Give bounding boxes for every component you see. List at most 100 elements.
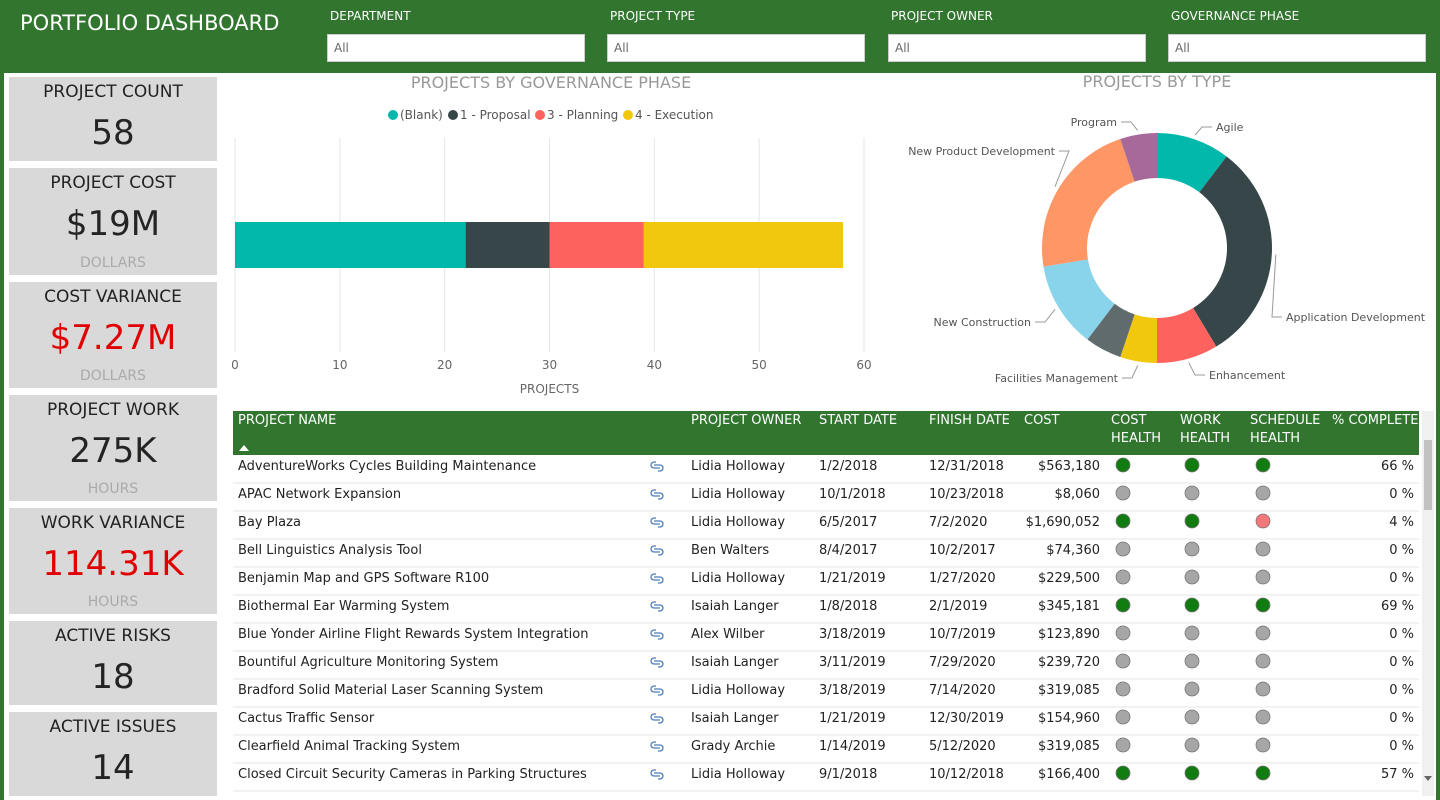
column-header[interactable]: COST HEALTH [1111, 412, 1166, 448]
project-name: Bell Linguistics Analysis Tool [238, 539, 422, 567]
health-indicator [1256, 710, 1270, 724]
percent-complete: 69 % [1330, 595, 1414, 623]
kpi-label: PROJECT COST [9, 173, 217, 193]
scrollbar-thumb[interactable] [1424, 440, 1432, 510]
column-header[interactable]: WORK HEALTH [1180, 412, 1235, 448]
column-header[interactable]: PROJECT OWNER [691, 412, 811, 430]
filter-dropdown[interactable] [888, 34, 1146, 62]
start-date: 6/5/2017 [819, 511, 877, 539]
column-header[interactable]: PROJECT NAME [238, 412, 438, 430]
slice-label: Application Development [1286, 311, 1426, 324]
project-name: Bay Plaza [238, 511, 301, 539]
project-owner: Grady Archie [691, 735, 775, 763]
cost: $74,360 [1000, 539, 1100, 567]
health-indicator [1185, 542, 1199, 556]
x-tick-label: 20 [437, 358, 452, 372]
donut-slice [1042, 139, 1135, 267]
project-name: Closed Circuit Security Cameras in Parki… [238, 763, 587, 791]
start-date: 1/21/2019 [819, 567, 886, 595]
filter-dropdown[interactable] [327, 34, 585, 62]
start-date: 1/21/2019 [819, 707, 886, 735]
filter-dropdown[interactable] [1168, 34, 1426, 62]
right-edge [1436, 69, 1440, 800]
cost: $319,085 [1000, 735, 1100, 763]
health-indicator [1256, 542, 1270, 556]
column-header[interactable]: SCHEDULE HEALTH [1250, 412, 1328, 448]
kpi-unit: HOURS [9, 481, 217, 497]
link-icon[interactable] [651, 630, 663, 639]
percent-complete: 0 % [1330, 539, 1414, 567]
health-indicator [1185, 682, 1199, 696]
project-name: Benjamin Map and GPS Software R100 [238, 567, 489, 595]
health-indicator [1256, 514, 1270, 528]
health-indicator [1116, 710, 1130, 724]
column-header[interactable]: COST [1024, 412, 1104, 430]
percent-complete: 0 % [1330, 623, 1414, 651]
link-icon[interactable] [651, 602, 663, 611]
link-icon[interactable] [651, 770, 663, 779]
kpi-value: 114.31K [9, 544, 217, 584]
project-owner: Alex Wilber [691, 623, 765, 651]
start-date: 3/11/2019 [819, 651, 886, 679]
health-indicator [1256, 766, 1270, 780]
chart-title: PROJECTS BY TYPE [1000, 72, 1314, 91]
column-header[interactable]: FINISH DATE [929, 412, 1019, 430]
bar-segment [235, 222, 466, 268]
start-date: 3/18/2019 [819, 623, 886, 651]
legend-swatch [388, 110, 398, 120]
legend-swatch [448, 110, 458, 120]
x-tick-label: 40 [647, 358, 662, 372]
slice-label: New Product Development [908, 145, 1055, 158]
health-indicator [1185, 486, 1199, 500]
link-icon[interactable] [651, 658, 663, 667]
project-owner: Lidia Holloway [691, 511, 785, 539]
health-indicator [1185, 710, 1199, 724]
kpi-value: 18 [9, 657, 217, 697]
legend-label: 1 - Proposal [460, 108, 531, 122]
cost: $345,181 [1000, 595, 1100, 623]
start-date: 10/1/2018 [819, 483, 886, 511]
kpi-unit: HOURS [9, 594, 217, 610]
slice-label: New Construction [933, 316, 1031, 329]
filter-label: PROJECT OWNER [891, 9, 993, 23]
health-indicator [1116, 486, 1130, 500]
project-name: Biothermal Ear Warming System [238, 595, 449, 623]
health-indicator [1256, 626, 1270, 640]
link-icon[interactable] [651, 462, 663, 471]
health-indicator [1116, 654, 1130, 668]
kpi-label: PROJECT WORK [9, 400, 217, 420]
cost: $166,400 [1000, 763, 1100, 791]
filter-value: All [895, 41, 910, 55]
percent-complete: 66 % [1330, 455, 1414, 483]
slice-label: Enhancement [1209, 369, 1286, 382]
legend-label: 4 - Execution [635, 108, 713, 122]
leader-line [1122, 365, 1138, 378]
start-date: 1/2/2018 [819, 455, 877, 483]
link-icon[interactable] [651, 714, 663, 723]
link-icon[interactable] [651, 490, 663, 499]
column-header[interactable]: START DATE [819, 412, 919, 430]
link-icon[interactable] [651, 742, 663, 751]
x-tick-label: 60 [856, 358, 871, 372]
link-icon[interactable] [651, 686, 663, 695]
health-indicator [1256, 654, 1270, 668]
finish-date: 12/31/2018 [929, 455, 1004, 483]
health-indicator [1185, 514, 1199, 528]
link-icon[interactable] [651, 546, 663, 555]
x-tick-label: 0 [231, 358, 239, 372]
link-icon[interactable] [651, 518, 663, 527]
health-indicator [1185, 626, 1199, 640]
finish-date: 1/27/2020 [929, 567, 996, 595]
percent-complete: 0 % [1330, 567, 1414, 595]
cost: $123,890 [1000, 623, 1100, 651]
kpi-value: 14 [9, 748, 217, 788]
x-tick-label: 30 [542, 358, 557, 372]
legend-swatch [535, 110, 545, 120]
health-indicator [1116, 766, 1130, 780]
column-header[interactable]: % COMPLETE [1332, 412, 1422, 430]
bar-segment [550, 222, 644, 268]
link-icon[interactable] [651, 574, 663, 583]
legend-label: (Blank) [400, 108, 443, 122]
health-indicator [1116, 542, 1130, 556]
filter-dropdown[interactable] [607, 34, 865, 62]
